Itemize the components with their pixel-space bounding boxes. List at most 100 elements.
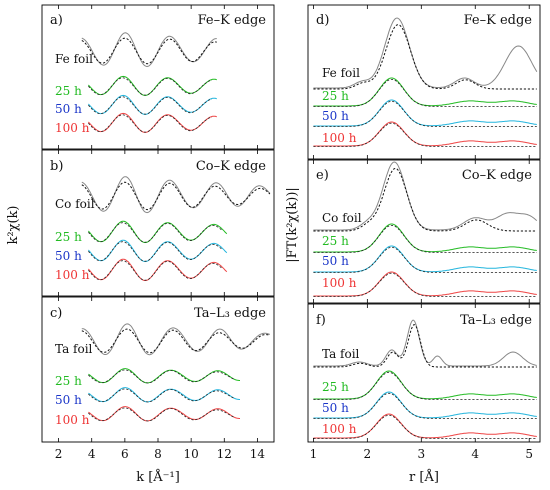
panel-f-series-0-fit — [313, 371, 537, 400]
panel-e-label: e) — [316, 168, 329, 183]
panel-d-series-1-fit — [313, 100, 537, 127]
panel-a-series-0-fit — [88, 77, 212, 96]
panel-e-series-2-exp — [313, 271, 537, 297]
panel-e-series-50h: 50 h — [322, 254, 349, 268]
panel-a-label: a) — [50, 13, 63, 28]
panel-c-series-100h: 100 h — [55, 413, 90, 427]
panel-e-series-100h: 100 h — [322, 276, 357, 290]
ticks-layer: 2 4 6 8 10 12 14 1 2 3 4 5 — [55, 5, 533, 461]
panel-a-series-50h: 50 h — [55, 102, 82, 116]
x-axis-title-right: r [Å] — [409, 469, 439, 485]
panel-b-ref-fit — [81, 181, 271, 211]
panel-b-series-50h: 50 h — [55, 249, 82, 263]
panel-f-label: f) — [316, 313, 326, 328]
panel-b-series-0-fit — [88, 222, 223, 243]
x-tick-label: 4 — [88, 447, 96, 461]
panel-b-series-1-exp — [88, 239, 228, 262]
panel-e-edge: Co–K edge — [462, 168, 532, 183]
panel-a-series-2-exp — [88, 112, 217, 133]
panel-d-series-2-exp — [313, 121, 537, 147]
panel-a-edge: Fe–K edge — [198, 13, 267, 28]
x-tick-label: 1 — [310, 447, 318, 461]
panel-d-series-0-fit — [313, 79, 537, 107]
panel-f-series-1-fit — [313, 392, 537, 419]
x-tick-label: 2 — [55, 447, 63, 461]
panel-f-ref-fit — [313, 324, 537, 368]
panel-e-series-2-fit — [313, 272, 537, 297]
panel-a-series-0-exp — [88, 75, 217, 96]
panel-f-series-2-exp — [313, 413, 537, 439]
panel-b-ref-exp — [81, 176, 271, 214]
panel-d-label: d) — [316, 13, 329, 28]
panel-b-series-25h: 25 h — [55, 230, 82, 244]
panel-d-series-2-fit — [313, 122, 537, 147]
panel-d-ref-label: Fe foil — [322, 66, 360, 80]
x-tick-label: 12 — [217, 447, 232, 461]
panel-c-series-2-exp — [88, 406, 240, 422]
panel-c-series-1-fit — [88, 388, 236, 403]
x-tick-label: 14 — [250, 447, 266, 461]
panel-c-series-0-exp — [88, 368, 240, 384]
panel-f-frame — [307, 303, 541, 443]
panel-c-series-50h: 50 h — [55, 393, 82, 407]
panel-f-series-1-exp — [313, 391, 537, 419]
panel-f-series-25h: 25 h — [322, 380, 349, 394]
panel-a-series-1-fit — [88, 96, 212, 115]
panel-e-ref-label: Co foil — [322, 211, 362, 225]
panel-f-edge: Ta–L₃ edge — [460, 313, 532, 328]
x-tick-label: 4 — [471, 447, 479, 461]
x-tick-label: 3 — [417, 447, 425, 461]
panel-c-series-25h: 25 h — [55, 374, 82, 388]
y-axis-title-right: |FT(k²χ(k))| — [285, 187, 300, 263]
panel-e-series-0-fit — [313, 225, 537, 253]
panel-d-series-100h: 100 h — [322, 131, 357, 145]
panel-c-series-0-fit — [88, 369, 236, 384]
panel-a-series-2-fit — [88, 114, 212, 133]
x-tick-label: 5 — [525, 447, 533, 461]
panel-c-series-1-exp — [88, 387, 240, 403]
panel-e-series-1-fit — [313, 246, 537, 273]
panel-a-series-25h: 25 h — [55, 84, 82, 98]
x-tick-label: 10 — [184, 447, 199, 461]
panel-c-series-2-fit — [88, 407, 236, 422]
panel-b-series-100h: 100 h — [55, 268, 90, 282]
panel-e-frame — [307, 159, 541, 304]
panel-d-series-50h: 50 h — [322, 109, 349, 123]
panel-b-series-0-exp — [88, 220, 228, 243]
panel-a-ref-label: Fe foil — [55, 52, 93, 66]
panel-b-series-1-fit — [88, 241, 223, 262]
panel-b-label: b) — [50, 159, 63, 174]
panel-d-series-25h: 25 h — [322, 89, 349, 103]
panel-f-series-0-exp — [313, 370, 537, 400]
curves-layer — [81, 17, 538, 439]
panel-e-series-25h: 25 h — [322, 234, 349, 248]
panel-d-edge: Fe–K edge — [464, 13, 533, 28]
panel-f-ref-label: Ta foil — [322, 347, 360, 361]
panel-c-edge: Ta–L₃ edge — [194, 306, 266, 321]
panel-a-series-100h: 100 h — [55, 121, 90, 135]
panel-c-ref-exp — [81, 323, 271, 356]
panel-a-ref-fit — [81, 37, 217, 65]
panel-d-frame — [307, 4, 541, 160]
panel-f-series-2-fit — [313, 414, 537, 439]
panel-b-series-2-exp — [88, 258, 228, 281]
panel-c-ref-label: Ta foil — [55, 342, 93, 356]
panel-d-series-0-exp — [313, 77, 537, 107]
panel-e-ref-exp — [313, 161, 538, 231]
x-axis-title-left: k [Å⁻¹] — [136, 469, 180, 485]
x-tick-label: 2 — [364, 447, 372, 461]
x-tick-label: 6 — [121, 447, 129, 461]
panel-b-ref-label: Co foil — [55, 197, 95, 211]
y-axis-title-left: k²χ(k) — [6, 206, 21, 245]
panel-f-series-100h: 100 h — [322, 422, 357, 436]
panel-d-ref-fit — [313, 24, 537, 90]
panel-b-edge: Co–K edge — [196, 159, 266, 174]
panel-e-ref-fit — [313, 167, 537, 232]
panel-b-series-2-fit — [88, 260, 223, 281]
panel-c-ref-fit — [81, 328, 271, 354]
panel-a-series-1-exp — [88, 94, 217, 115]
panel-a-ref-exp — [81, 32, 217, 68]
x-tick-label: 8 — [154, 447, 162, 461]
panel-e-series-0-exp — [313, 223, 537, 253]
